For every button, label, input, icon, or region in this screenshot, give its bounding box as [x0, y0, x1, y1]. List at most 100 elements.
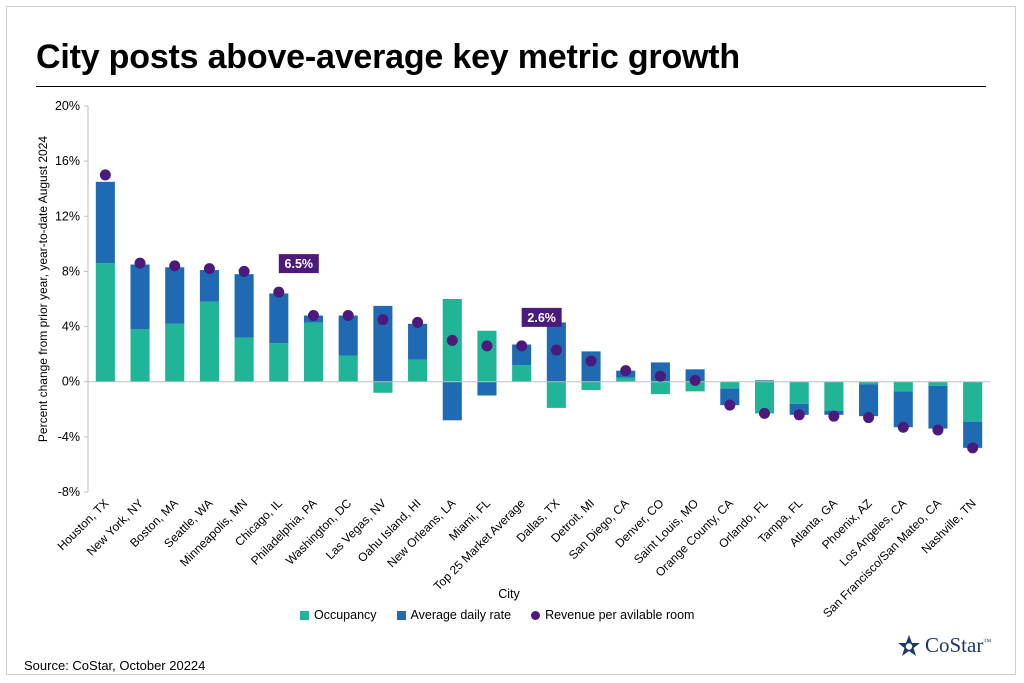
title-underline — [36, 86, 986, 87]
costar-wordmark: CoStar™ — [925, 633, 991, 658]
costar-star-icon — [898, 634, 920, 656]
y-tick-label: 16% — [55, 154, 80, 168]
y-tick-label: 8% — [62, 264, 80, 278]
bar-occupancy — [754, 381, 775, 414]
y-tick-label: 0% — [62, 375, 80, 389]
bar-occupancy — [720, 381, 740, 389]
bar-adr — [512, 344, 532, 366]
bar-adr — [199, 270, 219, 302]
bar-occupancy — [546, 381, 566, 408]
bar-adr — [928, 385, 948, 429]
y-tick-label: -4% — [58, 430, 80, 444]
x-axis-title: City — [498, 587, 520, 601]
revpar-point — [654, 370, 666, 382]
revpar-point — [759, 407, 770, 419]
bar-occupancy — [512, 365, 532, 382]
bar-adr — [234, 274, 254, 338]
bar-occupancy — [95, 263, 115, 382]
bar-occupancy — [199, 301, 219, 382]
revpar-point — [550, 344, 562, 356]
trademark-mark: ™ — [983, 637, 992, 646]
bar-adr — [754, 380, 775, 382]
y-tick-label: -8% — [58, 485, 80, 499]
revpar-point — [446, 334, 458, 346]
bar-adr — [789, 403, 809, 415]
y-tick-label: 20% — [55, 99, 80, 113]
x-tick-label: San Diego, CA — [566, 496, 632, 562]
bar-adr — [95, 181, 115, 264]
bar-occupancy — [893, 381, 913, 392]
revpar-point — [481, 340, 493, 352]
bar-occupancy — [824, 381, 844, 411]
revpar-point — [620, 365, 632, 377]
legend-label-adr: Average daily rate — [410, 608, 512, 622]
bar-adr — [859, 384, 879, 417]
bar-occupancy — [477, 330, 497, 382]
revpar-point — [169, 260, 181, 272]
bar-occupancy — [373, 381, 393, 393]
annotation-label: 6.5% — [285, 257, 314, 271]
bar-occupancy — [928, 381, 948, 386]
bar-occupancy — [963, 381, 983, 422]
revpar-point — [342, 310, 354, 322]
bar-occupancy — [303, 322, 324, 382]
bar-occupancy — [685, 381, 705, 392]
legend-label-occupancy: Occupancy — [314, 608, 377, 622]
annotation-label: 2.6% — [527, 311, 556, 325]
revpar-point — [238, 265, 250, 277]
legend-swatch-revpar — [531, 610, 541, 620]
revpar-point — [689, 374, 701, 386]
bar-occupancy — [789, 381, 809, 404]
bar-occupancy — [165, 323, 185, 382]
revpar-point — [134, 257, 146, 269]
revpar-point — [967, 442, 979, 454]
revpar-point — [99, 169, 111, 181]
x-tick-label: Las Vegas, NV — [323, 496, 389, 562]
bar-occupancy — [130, 329, 150, 382]
chart-legend: Occupancy Average daily rate Revenue per… — [300, 608, 714, 622]
bar-adr — [269, 293, 289, 344]
legend-label-revpar: Revenue per avilable room — [545, 608, 695, 622]
revpar-point — [516, 340, 528, 352]
annotation-box — [521, 307, 562, 327]
legend-item-adr: Average daily rate — [396, 608, 512, 622]
bar-occupancy — [408, 359, 428, 382]
costar-logo: CoStar™ — [897, 633, 991, 658]
bar-adr — [442, 381, 462, 421]
legend-item-occupancy: Occupancy — [300, 608, 377, 622]
bar-adr — [338, 315, 358, 356]
bar-occupancy — [581, 381, 601, 390]
y-tick-label: 4% — [62, 320, 80, 334]
revpar-point — [377, 314, 389, 326]
bar-adr — [477, 381, 497, 396]
revpar-point — [932, 424, 944, 436]
bar-occupancy — [859, 381, 879, 385]
chart-title: City posts above-average key metric grow… — [36, 38, 740, 76]
revpar-point — [724, 399, 736, 411]
legend-item-revpar: Revenue per avilable room — [531, 608, 694, 622]
legend-swatch-adr — [396, 610, 406, 620]
revpar-point — [863, 412, 875, 424]
y-tick-label: 12% — [55, 209, 80, 223]
revpar-point — [273, 286, 285, 298]
revpar-point — [585, 355, 597, 367]
costar-wordmark-text: CoStar — [925, 633, 984, 657]
revpar-point — [793, 409, 805, 421]
revpar-point — [203, 263, 215, 275]
source-note: Source: CoStar, October 20224 — [24, 658, 206, 673]
revpar-point — [308, 310, 319, 322]
bar-occupancy — [650, 381, 670, 395]
annotation-box — [278, 254, 319, 274]
legend-swatch-occupancy — [300, 610, 309, 620]
revpar-point — [897, 421, 909, 433]
bar-adr — [893, 391, 913, 428]
bar-occupancy — [269, 343, 289, 382]
bar-occupancy — [234, 337, 254, 382]
revpar-point — [828, 410, 840, 422]
bar-adr — [408, 323, 428, 360]
bar-adr — [165, 267, 185, 324]
bar-adr — [720, 388, 740, 406]
y-axis-title: Percent change from prior year, year-to-… — [36, 136, 50, 443]
bar-adr — [963, 421, 983, 448]
